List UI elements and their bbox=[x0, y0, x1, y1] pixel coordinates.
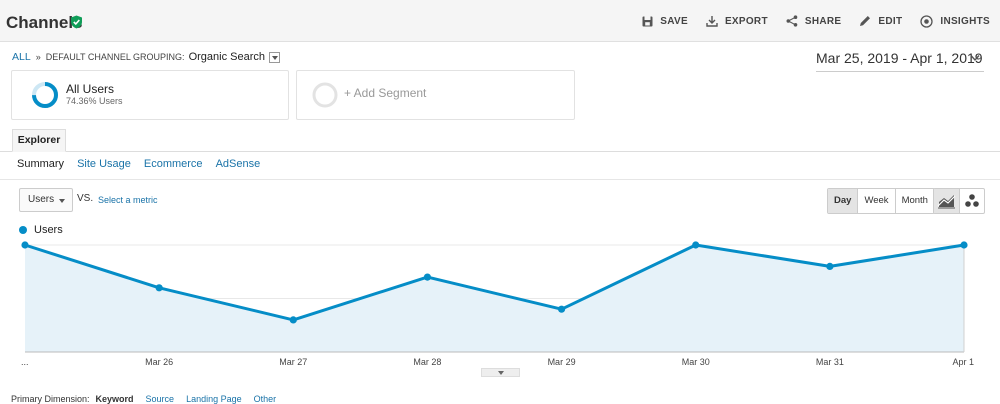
metric-dropdown[interactable]: Users bbox=[19, 188, 73, 212]
tab-divider bbox=[0, 151, 1000, 152]
empty-ring-icon bbox=[312, 82, 338, 108]
data-point bbox=[826, 262, 834, 270]
series-area-users bbox=[25, 245, 964, 352]
export-label: EXPORT bbox=[724, 15, 768, 27]
chart-legend: Users bbox=[19, 224, 63, 236]
legend-label: Users bbox=[34, 224, 63, 236]
period-day-button[interactable]: Day bbox=[828, 189, 858, 213]
tab-explorer[interactable]: Explorer bbox=[12, 129, 66, 152]
subtab-site-usage[interactable]: Site Usage bbox=[77, 158, 131, 170]
export-button[interactable]: EXPORT bbox=[706, 15, 768, 27]
breadcrumb-separator: » bbox=[35, 52, 41, 62]
share-label: SHARE bbox=[804, 15, 842, 27]
subtab-divider bbox=[0, 179, 1000, 180]
legend-marker bbox=[19, 226, 27, 234]
chevron-down-icon bbox=[970, 55, 980, 62]
edit-label: EDIT bbox=[878, 15, 903, 27]
data-point bbox=[557, 305, 566, 313]
share-button[interactable]: SHARE bbox=[786, 15, 842, 27]
save-icon bbox=[642, 16, 653, 26]
subtab-ecommerce[interactable]: Ecommerce bbox=[143, 158, 203, 170]
insights-label: INSIGHTS bbox=[940, 15, 990, 27]
report-header: Channels SAVE EXPORT bbox=[0, 0, 1000, 42]
breadcrumb-all-link[interactable]: ALL bbox=[12, 51, 31, 63]
x-tick-label: Apr 1 bbox=[952, 357, 974, 367]
add-segment-button[interactable]: + Add Segment bbox=[296, 70, 575, 120]
x-tick-label: Mar 31 bbox=[816, 357, 844, 367]
caret-down-icon bbox=[59, 199, 65, 203]
primary-dimension-label: Primary Dimension: bbox=[11, 394, 90, 404]
dimension-current: Keyword bbox=[95, 394, 134, 404]
x-tick-label: Mar 27 bbox=[279, 357, 307, 367]
edit-icon bbox=[860, 16, 871, 26]
segment-ring-icon bbox=[32, 82, 58, 108]
chart-view-toggle bbox=[933, 188, 985, 214]
x-tick-label: Mar 28 bbox=[413, 357, 441, 367]
data-point bbox=[423, 273, 432, 281]
save-button[interactable]: SAVE bbox=[642, 16, 688, 27]
line-chart-view-button[interactable] bbox=[934, 189, 959, 213]
page-title: Channels bbox=[6, 13, 83, 32]
breadcrumb: ALL » DEFAULT CHANNEL GROUPING: Organic … bbox=[12, 51, 280, 63]
vs-label: VS. bbox=[77, 193, 94, 204]
data-point bbox=[960, 241, 968, 249]
x-tick-label: Mar 29 bbox=[548, 357, 576, 367]
select-metric-link[interactable]: Select a metric bbox=[98, 195, 158, 205]
insights-icon bbox=[920, 14, 934, 28]
period-toggle: Day Week Month bbox=[827, 188, 935, 214]
x-tick-label: Mar 30 bbox=[682, 357, 710, 367]
date-range-picker[interactable]: Mar 25, 2019 - Apr 1, 2019 bbox=[816, 50, 984, 72]
verified-shield-icon bbox=[71, 15, 82, 29]
segment-name: All Users bbox=[66, 82, 115, 96]
subtab-adsense[interactable]: AdSense bbox=[215, 158, 261, 170]
share-icon bbox=[786, 15, 798, 27]
date-range-text: Mar 25, 2019 - Apr 1, 2019 bbox=[816, 50, 983, 66]
primary-dimension-bar: Primary Dimension: Keyword Source Landin… bbox=[11, 394, 288, 404]
dimension-landing-page-link[interactable]: Landing Page bbox=[186, 394, 242, 404]
segment-all-users[interactable]: All Users 74.36% Users bbox=[11, 70, 289, 120]
breadcrumb-dropdown[interactable] bbox=[269, 51, 280, 63]
dimension-other-link[interactable]: Other bbox=[253, 394, 277, 404]
edit-button[interactable]: EDIT bbox=[859, 15, 902, 27]
segment-percentage: 74.36% Users bbox=[66, 96, 123, 106]
save-label: SAVE bbox=[660, 15, 688, 27]
period-month-button[interactable]: Month bbox=[894, 189, 934, 213]
metric-dropdown-value: Users bbox=[28, 194, 55, 205]
motion-chart-view-button[interactable] bbox=[959, 189, 984, 213]
x-tick-label: Mar 26 bbox=[145, 357, 173, 367]
data-point bbox=[692, 241, 700, 249]
insights-button[interactable]: INSIGHTS bbox=[920, 14, 990, 28]
dimension-source-link[interactable]: Source bbox=[145, 394, 175, 404]
bubble-chart-icon bbox=[965, 194, 979, 207]
add-segment-label: + Add Segment bbox=[344, 86, 427, 100]
series-line-users bbox=[24, 243, 965, 322]
breadcrumb-value: Organic Search bbox=[188, 51, 265, 63]
data-point bbox=[289, 316, 297, 324]
chart-resize-handle[interactable] bbox=[481, 368, 520, 377]
data-point bbox=[155, 284, 163, 292]
export-icon bbox=[706, 16, 718, 27]
subtab-summary[interactable]: Summary bbox=[17, 158, 65, 170]
period-week-button[interactable]: Week bbox=[857, 189, 895, 213]
data-point bbox=[21, 241, 29, 249]
line-chart-icon bbox=[937, 195, 956, 209]
x-tick-label: ... bbox=[21, 357, 29, 367]
sub-tabs: Summary Site Usage Ecommerce AdSense bbox=[17, 158, 273, 170]
breadcrumb-grouping: DEFAULT CHANNEL GROUPING: bbox=[45, 52, 185, 62]
